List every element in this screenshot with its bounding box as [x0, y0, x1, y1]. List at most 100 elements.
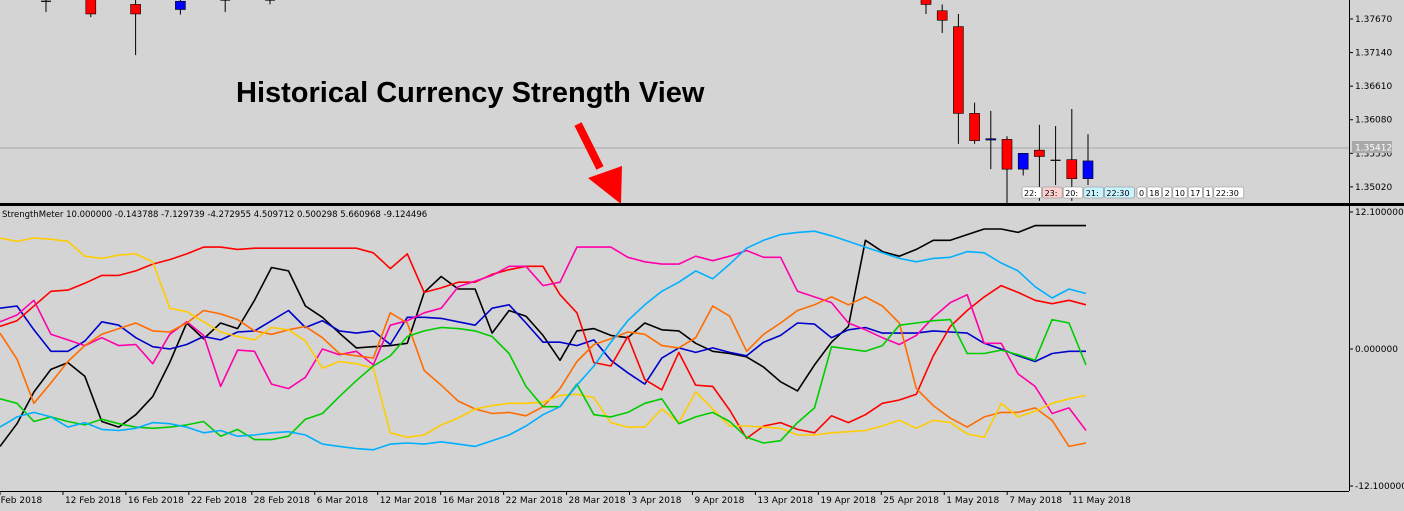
candle — [985, 110, 997, 170]
time-tick-label: 28 Mar 2018 — [569, 496, 626, 506]
candle-body — [920, 0, 932, 5]
candle — [1001, 136, 1013, 204]
time-tick-label: 12 Feb 2018 — [65, 496, 121, 506]
strength-line-6 — [0, 237, 1087, 439]
indicator-axis-ticks: 12.100000 0.000000 -12.100000 — [1349, 208, 1404, 492]
candle — [1066, 108, 1078, 201]
time-tick-label: 28 Feb 2018 — [254, 496, 310, 506]
strength-line-8 — [0, 230, 1087, 451]
price-tick-label: 1.36080 — [1355, 116, 1392, 126]
price-tick-label: 1.37140 — [1355, 49, 1392, 59]
time-tag-label: 22:30 — [1216, 189, 1239, 198]
candle — [1082, 134, 1094, 185]
candle-body — [985, 138, 997, 141]
time-tick-label: 12 Mar 2018 — [380, 496, 437, 506]
price-axis-ticks: 1.37670 1.37140 1.36610 1.36080 1.35550 1.350… — [1349, 15, 1392, 193]
time-tick-label: 1 May 2018 — [946, 496, 999, 506]
time-tag-label: 1 — [1206, 189, 1211, 198]
price-panel: 1.37670 1.37140 1.36610 1.36080 1.35550 1.350… — [0, 0, 1392, 204]
time-tags: 22: 23: 20: 21: 22:30 0 18 2 10 17 1 22:30 — [1021, 186, 1245, 199]
time-tag: 0 — [1136, 186, 1147, 199]
headline: Historical Currency Strength View — [236, 77, 705, 109]
indicator-panel: StrengthMeter 10.000000 -0.143788 -7.129… — [0, 206, 1404, 506]
candle-body — [1082, 160, 1094, 179]
time-tick-label: 6 Feb 2018 — [0, 496, 43, 506]
time-tag: 18 — [1146, 186, 1162, 199]
time-tag: 2 — [1162, 186, 1173, 199]
time-tick-label: 13 Apr 2018 — [757, 496, 813, 506]
time-tag: 22:30 — [1213, 186, 1245, 199]
indicator-tick-label: -12.100000 — [1355, 482, 1404, 492]
time-tag: 22:30 — [1104, 186, 1135, 199]
candle — [1050, 126, 1061, 185]
time-tick-label: 19 Apr 2018 — [820, 496, 876, 506]
time-tick-label: 16 Feb 2018 — [128, 496, 184, 506]
price-tick-label: 1.36610 — [1355, 82, 1392, 92]
current-price-value: 1.35412 — [1355, 144, 1392, 154]
candle — [953, 13, 964, 144]
time-tag-label: 10 — [1175, 189, 1185, 198]
time-axis-ticks: 6 Feb 2018 12 Feb 2018 16 Feb 2018 22 Feb 2… — [0, 491, 1131, 506]
price-candles — [41, 0, 1094, 204]
time-tick-label: 16 Mar 2018 — [443, 496, 500, 506]
time-tick-label: 22 Mar 2018 — [506, 496, 563, 506]
time-tag: 17 — [1187, 186, 1203, 199]
time-tag-label: 21: — [1086, 189, 1099, 198]
indicator-title: StrengthMeter 10.000000 -0.143788 -7.129… — [2, 210, 427, 220]
candle — [220, 0, 231, 13]
time-tick-label: 6 Mar 2018 — [317, 496, 369, 506]
candle-body — [936, 10, 948, 21]
strength-line-1 — [0, 224, 1086, 447]
candle — [1017, 153, 1029, 176]
time-tag-label: 20: — [1065, 189, 1078, 198]
time-tag: 23: — [1042, 186, 1063, 199]
price-tick-label: 1.37670 — [1355, 15, 1392, 25]
panel-separator[interactable] — [0, 203, 1404, 206]
candle-body — [85, 0, 97, 15]
price-tick-label: 1.35020 — [1355, 183, 1392, 193]
strength-lines — [0, 224, 1087, 451]
current-price-label: 1.35412 — [1352, 141, 1392, 154]
time-tick-label: 9 Apr 2018 — [694, 496, 744, 506]
red-arrow-icon — [574, 122, 622, 204]
time-tag-label: 22: — [1024, 189, 1037, 198]
strength-line-2 — [0, 303, 1086, 385]
time-tag-label: 18 — [1149, 189, 1159, 198]
price-tick-label: 1.35550 — [1355, 149, 1392, 159]
strength-line-3 — [0, 246, 1087, 440]
time-tag-label: 17 — [1190, 189, 1200, 198]
candle-body — [130, 4, 141, 15]
time-tag-label: 0 — [1139, 189, 1144, 198]
time-tag: 20: — [1062, 186, 1084, 199]
candle — [130, 0, 141, 56]
candle-body — [969, 113, 980, 141]
candle — [175, 0, 186, 15]
time-tick-label: 3 Apr 2018 — [632, 496, 682, 506]
candle-body — [1066, 159, 1078, 179]
time-tick-label: 25 Apr 2018 — [883, 496, 939, 506]
time-tag: 10 — [1172, 186, 1188, 199]
candle — [920, 0, 932, 14]
time-tag: 21: — [1083, 186, 1104, 199]
candle — [969, 102, 980, 144]
time-tick-label: 11 May 2018 — [1072, 496, 1131, 506]
candle — [265, 0, 275, 5]
candle — [85, 0, 97, 18]
time-tag-label: 23: — [1045, 189, 1058, 198]
candle-body — [1034, 149, 1045, 157]
indicator-tick-label: 0.000000 — [1355, 345, 1398, 355]
time-tag: 22: — [1021, 186, 1042, 199]
time-tick-label: 22 Feb 2018 — [191, 496, 247, 506]
candle-body — [175, 0, 186, 10]
candle-body — [1001, 139, 1013, 170]
candle — [936, 4, 948, 33]
indicator-tick-label: 12.100000 — [1355, 208, 1404, 218]
time-tick-label: 7 May 2018 — [1009, 496, 1062, 506]
time-tag-label: 2 — [1165, 189, 1170, 198]
candle-body — [953, 26, 964, 114]
candle-body — [1017, 153, 1029, 170]
candle — [41, 0, 51, 13]
time-tag: 1 — [1203, 186, 1214, 199]
